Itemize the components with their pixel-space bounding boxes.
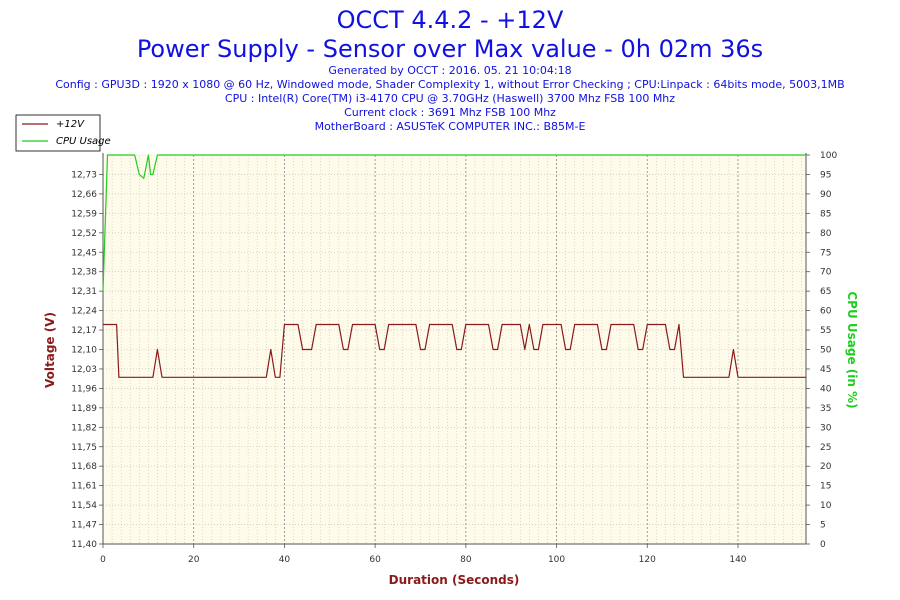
y-left-tick-label: 12,73 — [71, 170, 97, 180]
config-line: Config : GPU3D : 1920 x 1080 @ 60 Hz, Wi… — [55, 78, 845, 91]
y-left-tick-label: 11,96 — [71, 384, 97, 394]
y-right-tick-label: 95 — [820, 170, 831, 180]
y-left-tick-label: 11,89 — [71, 404, 97, 414]
y-right-tick-label: 15 — [820, 482, 831, 492]
clock-line: Current clock : 3691 Mhz FSB 100 Mhz — [344, 106, 556, 119]
motherboard-line: MotherBoard : ASUSTeK COMPUTER INC.: B85… — [314, 120, 586, 133]
y-right-tick-label: 80 — [820, 229, 832, 239]
y-right-tick-label: 55 — [820, 326, 831, 336]
x-tick-label: 140 — [729, 555, 746, 565]
grid — [103, 154, 806, 545]
x-axis-title: Duration (Seconds) — [389, 573, 520, 587]
y-right-tick-label: 20 — [820, 462, 832, 472]
y-right-tick-label: 100 — [820, 151, 837, 161]
y-right-tick-label: 50 — [820, 346, 832, 356]
y-left-tick-label: 12,17 — [71, 326, 97, 336]
y-left-tick-label: 11,61 — [71, 482, 97, 492]
y-right-tick-label: 45 — [820, 365, 831, 375]
cpu-line: CPU : Intel(R) Core(TM) i3-4170 CPU @ 3.… — [224, 92, 676, 105]
y-right-tick-label: 25 — [820, 443, 831, 453]
generated-line: Generated by OCCT : 2016. 05. 21 10:04:1… — [328, 64, 572, 77]
y-left-tick-label: 12,24 — [71, 307, 97, 317]
x-tick-label: 20 — [188, 555, 200, 565]
y-left-tick-label: 12,38 — [71, 268, 97, 278]
x-tick-label: 100 — [548, 555, 565, 565]
y-right-tick-label: 30 — [820, 423, 832, 433]
chart-header: OCCT 4.4.2 - +12V Power Supply - Sensor … — [0, 0, 900, 134]
axes: 11,40 11,47 11,54 11,61 11,68 11,75 11,82 11,89… — [71, 151, 837, 565]
series-layer — [102, 154, 806, 378]
y-left-tick-label: 11,40 — [71, 540, 97, 550]
series-line-cpu-usage — [102, 154, 806, 292]
y-right-tick-label: 10 — [820, 501, 832, 511]
y-left-tick-label: 12,10 — [71, 346, 97, 356]
legend-label-cpu: CPU Usage — [56, 136, 111, 147]
y-right-tick-label: 65 — [820, 287, 831, 297]
y-left-tick-label: 12,45 — [71, 248, 97, 258]
y-right-tick-label: 75 — [820, 248, 831, 258]
y-left-tick-label: 12,59 — [71, 209, 97, 219]
chart-subtitle: Power Supply - Sensor over Max value - 0… — [136, 35, 764, 63]
x-tick-label: 60 — [369, 555, 381, 565]
y-right-tick-label: 60 — [820, 307, 832, 317]
x-tick-label: 40 — [279, 555, 291, 565]
y-right-tick-label: 85 — [820, 209, 831, 219]
x-tick-label: 0 — [100, 555, 106, 565]
y-left-tick-label: 12,31 — [71, 287, 97, 297]
y-left-tick-label: 12,03 — [71, 365, 97, 375]
y-right-tick-label: 90 — [820, 190, 832, 200]
legend: +12V CPU Usage — [15, 114, 111, 152]
x-tick-label: 120 — [639, 555, 656, 565]
y-right-tick-label: 70 — [820, 268, 832, 278]
y-right-tick-label: 40 — [820, 384, 832, 394]
y-left-tick-label: 11,68 — [71, 462, 97, 472]
legend-label-voltage: +12V — [56, 119, 85, 130]
y-right-tick-label: 35 — [820, 404, 831, 414]
y-left-tick-label: 11,82 — [71, 423, 97, 433]
legend-box — [15, 114, 101, 152]
y-axis-title-left: Voltage (V) — [43, 312, 57, 388]
y-axis-title-right: CPU Usage (in %) — [845, 291, 859, 408]
series-line-voltage — [103, 323, 806, 378]
y-left-tick-label: 11,54 — [71, 501, 97, 511]
y-left-tick-label: 12,66 — [71, 190, 97, 200]
y-right-tick-label: 0 — [820, 540, 826, 550]
x-tick-label: 80 — [460, 555, 472, 565]
y-left-tick-label: 12,52 — [71, 229, 97, 239]
y-right-tick-label: 5 — [820, 521, 826, 531]
chart-title: OCCT 4.4.2 - +12V — [336, 6, 564, 34]
y-left-tick-label: 11,75 — [71, 443, 97, 453]
y-left-tick-label: 11,47 — [71, 521, 97, 531]
